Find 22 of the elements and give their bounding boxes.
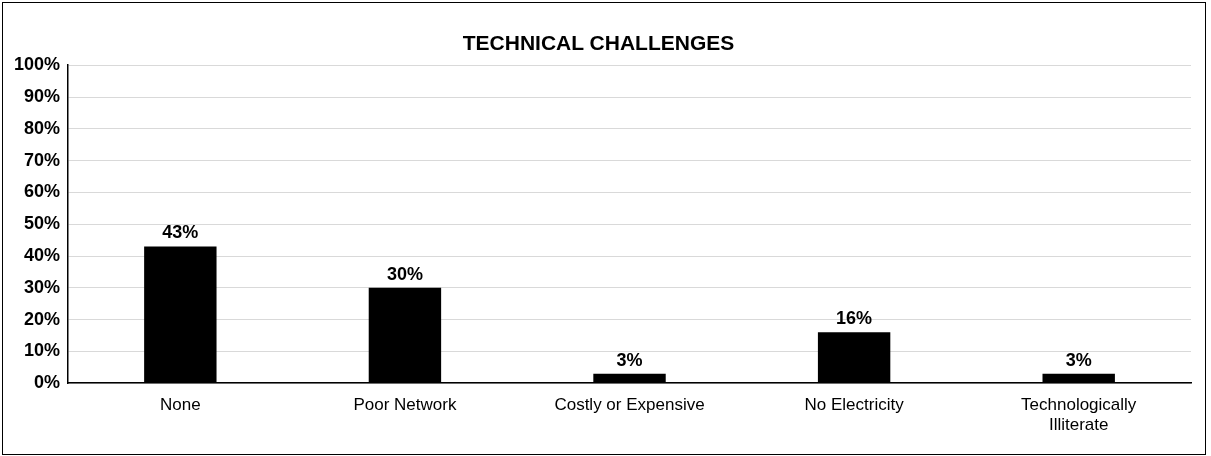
data-label: 3%: [1065, 349, 1092, 370]
y-tick-label: 80%: [24, 117, 61, 138]
y-tick-label: 0%: [34, 372, 61, 393]
y-tick-label: 10%: [24, 340, 61, 361]
x-tick-label: None: [160, 395, 201, 415]
y-tick-label: 30%: [24, 276, 61, 297]
data-label: 3%: [616, 349, 643, 370]
x-tick-label: No Electricity: [804, 395, 905, 415]
y-tick-label: 60%: [24, 181, 61, 202]
data-label: 43%: [162, 222, 199, 243]
x-tick-label: Costly or Expensive: [554, 395, 705, 415]
chart-title: TECHNICAL CHALLENGES: [462, 31, 735, 55]
y-tick-label: 40%: [24, 244, 61, 265]
y-tick-label: 90%: [24, 85, 61, 106]
x-tick-label: Technologically Illiterate: [1021, 395, 1137, 435]
y-tick-label: 70%: [24, 149, 61, 170]
data-label: 30%: [386, 263, 423, 284]
y-tick-label: 50%: [24, 213, 61, 234]
y-tick-label: 100%: [13, 54, 61, 75]
x-tick-label: Poor Network: [353, 395, 457, 415]
data-label: 16%: [836, 308, 873, 329]
y-tick-label: 20%: [24, 308, 61, 329]
